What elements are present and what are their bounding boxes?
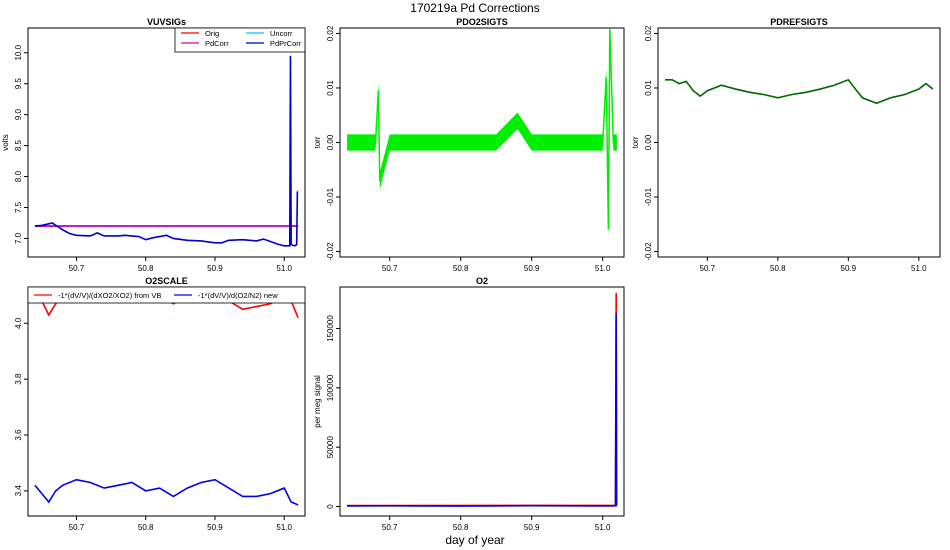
y-axis-label: per meg signal: [313, 375, 322, 428]
panel-5: O2 50.7 50.8 50.9 51.0 0 50000 100000 150000 per …: [313, 276, 625, 532]
y-tick-label: 150000: [326, 315, 335, 342]
y-axis-label: torr: [631, 136, 640, 148]
figure-title: 170219a Pd Corrections: [410, 1, 539, 15]
y-tick-label: -0.01: [644, 187, 653, 206]
x-tick-label: 50.9: [841, 264, 857, 273]
y-tick-label: 0.02: [326, 25, 335, 41]
y-tick-label: 8.0: [14, 170, 23, 182]
panel-1: VUVSIGs 50.7 50.8 50.9 51.0 7.0 7.5 8.0 8.5 9.0 9.…: [1, 17, 306, 273]
panel-title: PDREFSIGTS: [770, 17, 828, 27]
x-tick-label: 51.0: [276, 264, 292, 273]
y-tick-label: 0.00: [644, 134, 653, 150]
x-tick-label: 50.8: [453, 523, 469, 532]
y-tick-label: 50000: [326, 436, 335, 459]
y-tick-label: 0.02: [644, 25, 653, 41]
y-axis-label: volts: [1, 134, 10, 150]
plot-area: [34, 55, 299, 247]
legend-entry: PdPrCorr: [270, 39, 302, 48]
x-tick-label: 50.7: [382, 264, 398, 273]
legend-box: [27, 286, 306, 304]
y-tick-label: 10.0: [14, 44, 23, 60]
x-tick-label: 50.7: [69, 523, 85, 532]
y-axis-label: torr: [313, 136, 322, 148]
y-tick-label: 0.01: [644, 80, 653, 96]
panel-title: PDO2SIGTS: [456, 17, 508, 27]
legend-entry: Orig: [205, 29, 219, 38]
plot-frame: [27, 27, 306, 258]
x-tick-label: 51.0: [911, 264, 927, 273]
y-tick-label: 7.0: [14, 232, 23, 244]
x-tick-label: 50.9: [207, 264, 223, 273]
series-line-1: [347, 29, 617, 230]
y-tick-label: 0: [326, 504, 335, 509]
x-tick-label: 50.7: [69, 264, 85, 273]
panel-title: VUVSIGs: [147, 17, 186, 27]
x-tick-label: 50.7: [700, 264, 716, 273]
panel-4: O2SCALE 50.7 50.8 50.9 51.0 3.4 3.6 3.8 4.0 -1*(d…: [14, 276, 306, 532]
y-tick-label: 100000: [326, 374, 335, 401]
x-tick-label: 50.8: [770, 264, 786, 273]
y-tick-label: 9.0: [14, 109, 23, 121]
legend-entry: PdCorr: [205, 39, 229, 48]
x-tick-label: 51.0: [595, 523, 611, 532]
panel-title: O2: [476, 276, 488, 286]
y-tick-label: 8.5: [14, 139, 23, 151]
series-line-2: [347, 313, 618, 507]
x-tick-label: 50.8: [138, 264, 154, 273]
legend-box: [174, 27, 306, 53]
plot-area: [665, 78, 934, 105]
series-line-2: [34, 478, 299, 506]
y-tick-label: -0.02: [644, 242, 653, 261]
plot-area: [347, 29, 617, 238]
legend-entry: -1*(dV/V)/d(O2/N2) new: [198, 291, 278, 300]
y-tick-label: -0.02: [326, 242, 335, 261]
series-line-1: [665, 78, 934, 105]
panel-title: O2SCALE: [145, 276, 188, 286]
x-tick-label: 50.8: [453, 264, 469, 273]
x-tick-label: 50.9: [524, 264, 540, 273]
y-tick-label: -0.01: [326, 187, 335, 206]
legend-entry: -1*(dV/V)/(dXO2/XO2) from VB: [58, 291, 161, 300]
x-tick-label: 50.8: [138, 523, 154, 532]
plot-frame: [339, 286, 625, 517]
y-tick-label: 7.5: [14, 201, 23, 213]
x-tick-label: 51.0: [276, 523, 292, 532]
figure-xlabel: day of year: [445, 533, 504, 547]
x-tick-label: 50.9: [524, 523, 540, 532]
legend-entry: Uncorr: [270, 29, 293, 38]
y-tick-label: 4.0: [14, 317, 23, 329]
y-tick-label: 0.01: [326, 80, 335, 96]
x-tick-label: 51.0: [595, 264, 611, 273]
panel-3: PDREFSIGTS 50.7 50.8 50.9 51.0 -0.02 -0.01 0.00…: [631, 17, 941, 273]
panel-2: PDO2SIGTS 50.7 50.8 50.9 51.0 -0.02 -0.01 0.00 0…: [313, 17, 625, 273]
y-tick-label: 3.6: [14, 429, 23, 441]
y-tick-label: 3.8: [14, 373, 23, 385]
x-tick-label: 50.9: [207, 523, 223, 532]
series-line-4: [34, 55, 299, 247]
plot-area: [347, 292, 618, 507]
x-tick-label: 50.7: [382, 523, 398, 532]
y-tick-label: 0.00: [326, 134, 335, 150]
y-tick-label: 9.5: [14, 78, 23, 90]
y-tick-label: 3.4: [14, 485, 23, 497]
